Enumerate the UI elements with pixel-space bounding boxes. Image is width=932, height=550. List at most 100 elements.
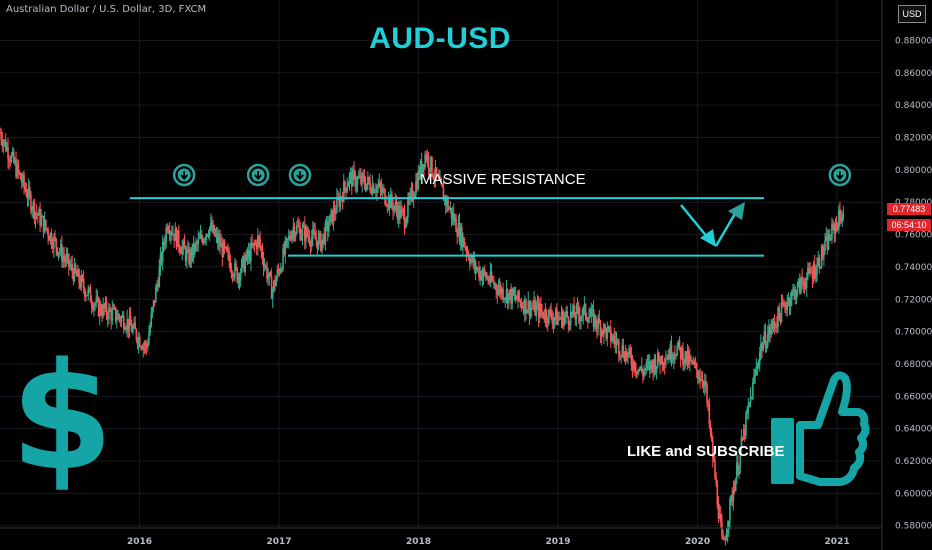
resistance-levels <box>130 197 764 257</box>
candle-body <box>402 209 405 213</box>
candle-body <box>238 274 241 281</box>
candle-body <box>58 251 61 253</box>
candle-body <box>200 234 203 239</box>
candle-body <box>166 227 169 231</box>
candle-body <box>321 239 323 251</box>
candle-body <box>463 237 465 247</box>
candle-body <box>650 360 652 370</box>
candle-body <box>15 160 17 177</box>
candle-body <box>231 272 234 277</box>
candle-body <box>416 181 418 189</box>
candle-body <box>530 307 533 309</box>
candle-body <box>639 366 642 370</box>
candle-body <box>245 251 248 260</box>
candle-body <box>494 284 496 286</box>
candle-body <box>773 323 776 328</box>
candle-body <box>151 307 154 314</box>
candle-body <box>748 402 751 406</box>
candle-body <box>717 505 720 519</box>
candle-body <box>206 234 209 236</box>
candle-body <box>655 366 658 373</box>
candle-body <box>37 214 39 216</box>
candle-body <box>701 378 704 384</box>
candle-body <box>737 462 739 475</box>
candle-body <box>509 289 511 294</box>
candle-body <box>627 352 629 358</box>
currency-button[interactable]: USD <box>898 5 926 23</box>
candle-body <box>809 268 811 273</box>
candle-body <box>365 183 368 190</box>
candle-body <box>271 289 274 299</box>
candle-body <box>513 294 516 296</box>
candle-body <box>18 171 21 174</box>
candle-body <box>95 297 98 304</box>
candle-body <box>328 225 330 232</box>
candle-body <box>305 227 307 242</box>
price-axis[interactable]: 0.880000.860000.840000.820000.800000.780… <box>881 0 932 550</box>
candle-body <box>53 236 55 249</box>
candle-body <box>592 309 595 327</box>
svg-text:$: $ <box>11 331 114 503</box>
candle-body <box>580 317 582 321</box>
candle-body <box>246 251 249 258</box>
candle-body <box>559 318 562 320</box>
candle-body <box>819 266 822 269</box>
candle-body <box>504 298 507 300</box>
candle-body <box>313 229 315 233</box>
candle-body <box>31 209 33 211</box>
candle-body <box>17 163 20 172</box>
candle-body <box>841 217 844 223</box>
candle-body <box>102 304 104 316</box>
time-axis[interactable]: 2016201720182019202020212022 <box>0 527 932 547</box>
candle-body <box>581 315 583 318</box>
candle-body <box>57 252 60 255</box>
candle-body <box>205 234 208 240</box>
candle-body <box>329 214 331 226</box>
candle-body <box>47 230 49 238</box>
candle-body <box>545 310 548 321</box>
candle-body <box>825 235 827 241</box>
candle-body <box>185 251 188 262</box>
candle-body <box>669 344 672 360</box>
candle-body <box>640 366 643 372</box>
candle-body <box>263 265 266 268</box>
candle-body <box>312 229 314 238</box>
candle-body <box>683 361 685 365</box>
projection-up-arrow <box>714 202 745 247</box>
candle-body <box>782 302 785 305</box>
candle-body <box>38 209 40 216</box>
candle-body <box>481 275 484 280</box>
candle-body <box>307 235 310 237</box>
candle-body <box>279 269 282 273</box>
candle-body <box>503 298 505 300</box>
candle-body <box>700 378 703 381</box>
candle-body <box>518 290 520 301</box>
candle-body <box>333 208 336 214</box>
candle-body <box>499 285 502 295</box>
candle-body <box>224 246 227 248</box>
candle-body <box>687 350 690 365</box>
candle-body <box>164 242 166 245</box>
candle-body <box>373 191 376 193</box>
candle-body <box>247 250 250 258</box>
candle-body <box>212 225 214 232</box>
candle-body <box>676 346 679 356</box>
candle-body <box>389 193 392 209</box>
candle-body <box>1 140 4 146</box>
candle-body <box>558 317 560 319</box>
candle-body <box>19 173 22 180</box>
candle-body <box>452 212 455 222</box>
candle-body <box>495 284 497 291</box>
candle-body <box>325 221 328 223</box>
candle-body <box>284 240 287 255</box>
candle-body <box>203 239 205 244</box>
candle-body <box>616 340 619 342</box>
candle-body <box>532 308 534 310</box>
candle-body <box>133 322 135 328</box>
candle-body <box>524 298 526 314</box>
candle-body <box>675 355 677 357</box>
candle-body <box>316 240 319 249</box>
price-tick-label: 0.82000 <box>895 134 932 144</box>
candle-body <box>598 317 601 323</box>
